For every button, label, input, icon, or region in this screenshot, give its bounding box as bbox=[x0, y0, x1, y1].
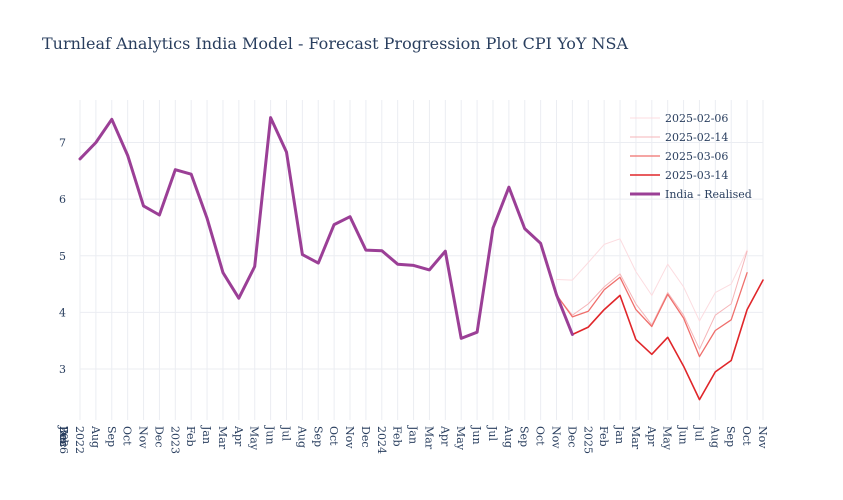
legend: 2025-02-06 2025-02-14 2025-03-06 2025-03-14… bbox=[630, 112, 752, 201]
grid-layer bbox=[79, 100, 764, 420]
x-tick-label: May bbox=[454, 426, 467, 451]
x-tick-label: May bbox=[661, 426, 674, 451]
x-tick-label: Jan bbox=[407, 425, 420, 444]
x-tick-label: Oct bbox=[327, 426, 340, 446]
x-tick-label: Aug bbox=[708, 425, 721, 448]
y-tick-label: 3 bbox=[59, 363, 66, 376]
x-axis: 2022 Aug Sep Oct Nov Dec 2023 Feb Jan Mar Apr May Ju… bbox=[57, 425, 769, 454]
x-tick-label: Aug bbox=[295, 425, 308, 448]
legend-label: 2025-03-14 bbox=[665, 169, 728, 182]
x-tick-label: Jan bbox=[57, 425, 70, 444]
x-tick-label: Sep bbox=[105, 426, 118, 447]
x-tick-label: Apr bbox=[438, 425, 451, 447]
x-tick-label: Dec bbox=[359, 426, 372, 448]
x-tick-label: Aug bbox=[89, 425, 102, 448]
x-tick-label: Jun bbox=[677, 425, 690, 445]
x-tick-label: Sep bbox=[518, 426, 531, 447]
x-tick-label: 2025 bbox=[581, 426, 594, 454]
y-axis: 3 4 5 6 7 bbox=[59, 136, 66, 376]
series-line-0 bbox=[556, 238, 748, 322]
legend-item[interactable]: 2025-03-14 bbox=[630, 169, 728, 182]
x-tick-label: Apr bbox=[645, 425, 658, 447]
y-tick-label: 5 bbox=[59, 250, 66, 263]
x-tick-label: 2026 bbox=[57, 426, 70, 454]
x-tick-label: Jul bbox=[692, 425, 705, 441]
x-tick-label: Nov bbox=[343, 426, 356, 449]
series-line-4 bbox=[78, 116, 574, 340]
legend-item[interactable]: 2025-02-06 bbox=[630, 112, 728, 125]
x-tick-label: Nov bbox=[137, 426, 150, 449]
x-tick-label: Sep bbox=[311, 426, 324, 447]
x-tick-label: Aug bbox=[502, 425, 515, 448]
x-tick-label: Feb bbox=[391, 426, 404, 447]
legend-label: 2025-02-14 bbox=[665, 131, 728, 144]
x-tick-label: Jun bbox=[264, 425, 277, 445]
legend-label: 2025-02-06 bbox=[665, 112, 728, 125]
x-tick-label: Mar bbox=[216, 426, 229, 450]
series-line-1 bbox=[556, 250, 748, 350]
x-tick-label: Jul bbox=[486, 425, 499, 441]
x-tick-label: Jan bbox=[613, 425, 626, 444]
y-tick-label: 6 bbox=[59, 193, 66, 206]
y-tick-label: 4 bbox=[59, 306, 66, 319]
y-tick-label: 7 bbox=[59, 136, 66, 149]
series-layer bbox=[78, 116, 764, 401]
series-line-2 bbox=[555, 272, 748, 358]
x-tick-label: 2023 bbox=[168, 426, 181, 454]
x-tick-label: Jun bbox=[470, 425, 483, 445]
x-tick-label: Jan bbox=[200, 425, 213, 444]
x-tick-label: Jul bbox=[279, 425, 292, 441]
x-tick-label: Nov bbox=[550, 426, 563, 449]
x-tick-label: Oct bbox=[740, 426, 753, 446]
x-tick-label: Nov bbox=[756, 426, 769, 449]
series-line-3 bbox=[571, 279, 764, 401]
x-tick-label: Dec bbox=[565, 426, 578, 448]
legend-item[interactable]: 2025-02-14 bbox=[630, 131, 728, 144]
legend-item[interactable]: 2025-03-06 bbox=[630, 150, 728, 163]
x-tick-label: Sep bbox=[724, 426, 737, 447]
x-tick-label: 2024 bbox=[375, 426, 388, 454]
legend-label: 2025-03-06 bbox=[665, 150, 728, 163]
x-tick-label: Apr bbox=[232, 425, 245, 447]
x-tick-label: Oct bbox=[121, 426, 134, 446]
chart-title: Turnleaf Analytics India Model - Forecas… bbox=[42, 34, 629, 53]
x-tick-label: 2022 bbox=[73, 426, 86, 454]
x-tick-label: Dec bbox=[57, 426, 70, 448]
x-tick-label: Feb bbox=[57, 426, 70, 447]
x-tick-label: Feb bbox=[184, 426, 197, 447]
x-tick-label: Oct bbox=[534, 426, 547, 446]
x-tick-label: Mar bbox=[629, 426, 642, 450]
x-tick-label: Feb bbox=[597, 426, 610, 447]
x-tick-label: Dec bbox=[152, 426, 165, 448]
x-tick-label: Mar bbox=[422, 426, 435, 450]
legend-item[interactable]: India - Realised bbox=[630, 188, 752, 201]
x-tick-label: May bbox=[248, 426, 261, 451]
legend-label: India - Realised bbox=[665, 188, 752, 201]
